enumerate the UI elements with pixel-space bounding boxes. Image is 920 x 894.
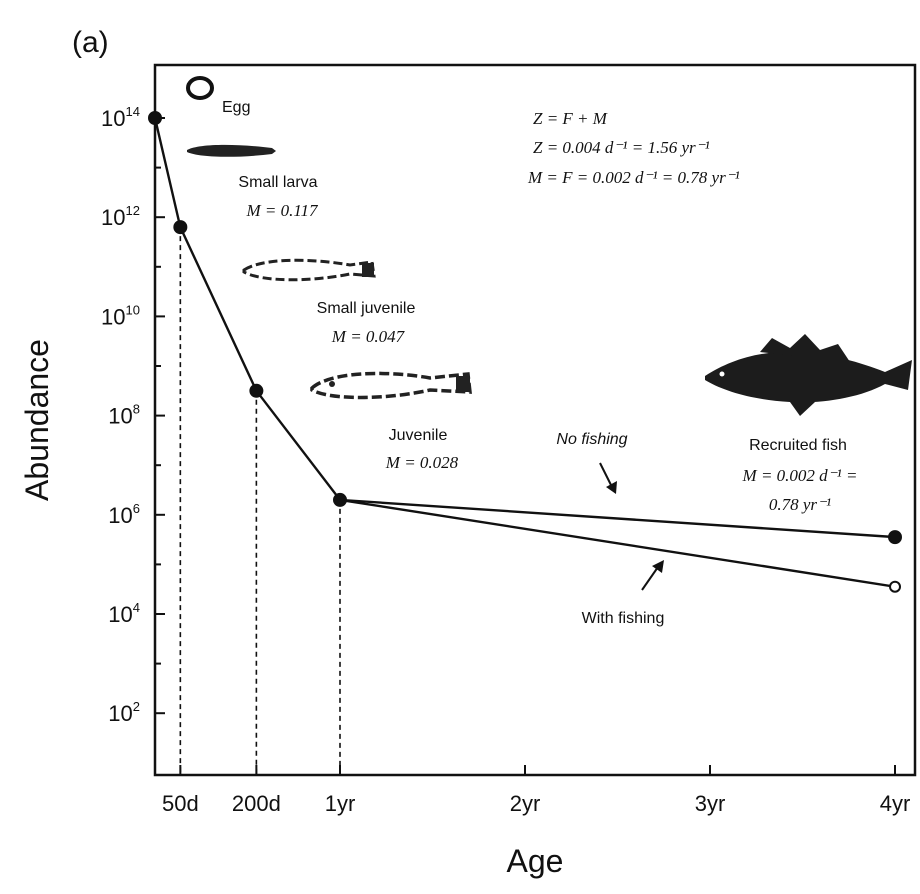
data-point-0-2	[249, 383, 264, 398]
data-point-0-3	[333, 492, 347, 507]
equation-3: M = F = 0.002 d⁻¹ = 0.78 yr⁻¹	[527, 168, 740, 187]
y-tick-label-4: 106	[108, 501, 140, 528]
with-fishing-label: With fishing	[582, 610, 665, 627]
small-juvenile-label: Small juvenile	[317, 300, 416, 317]
equation-2: Z = 0.004 d⁻¹ = 1.56 yr⁻¹	[533, 138, 710, 157]
x-tick-label-1: 200d	[232, 791, 281, 816]
small-larva-mortality: M = 0.117	[245, 201, 319, 220]
recruited-fish-icon	[705, 334, 912, 416]
data-point-0-0	[148, 111, 162, 125]
egg-label: Egg	[222, 99, 250, 116]
plot-frame	[153, 63, 917, 777]
x-tick-label-0: 50d	[162, 791, 199, 816]
juvenile-mortality: M = 0.028	[385, 453, 459, 472]
x-tick-label-5: 4yr	[880, 791, 911, 816]
y-tick-label-6: 102	[108, 699, 140, 726]
panel-label: (a)	[72, 26, 109, 59]
small-larva-icon	[187, 144, 276, 157]
y-axis: 1014 1012 1010 108 106 104 102	[101, 104, 165, 726]
small-juvenile-mortality: M = 0.047	[331, 327, 406, 346]
drop-lines	[179, 227, 341, 775]
x-axis: 50d 200d 1yr 2yr 3yr 4yr	[162, 765, 910, 816]
series-line-1	[339, 498, 896, 588]
recruited-mortality-line2: 0.78 yr⁻¹	[769, 495, 831, 514]
y-tick-label-2: 1010	[101, 302, 140, 329]
y-tick-label-1: 1012	[101, 203, 140, 230]
data-point-0-4	[888, 530, 902, 545]
series-group	[148, 111, 902, 593]
no-fishing-arrow	[599, 462, 617, 494]
equation-1: Z = F + M	[533, 109, 608, 128]
x-tick-label-4: 3yr	[695, 791, 726, 816]
juvenile-icon	[310, 371, 472, 400]
y-tick-label-3: 108	[108, 402, 140, 429]
egg-icon	[186, 76, 214, 100]
no-fishing-label: No fishing	[556, 431, 627, 448]
x-axis-title: Age	[507, 843, 564, 879]
data-point-0-1	[173, 220, 188, 235]
with-fishing-arrow	[641, 560, 664, 591]
x-tick-label-2: 1yr	[325, 791, 356, 816]
recruited-mortality-line1: M = 0.002 d⁻¹ =	[742, 466, 858, 485]
recruited-fish-label: Recruited fish	[749, 437, 847, 454]
juvenile-label: Juvenile	[389, 427, 448, 444]
y-tick-label-5: 104	[108, 600, 140, 627]
x-tick-label-3: 2yr	[510, 791, 541, 816]
data-point-1-1	[889, 580, 901, 593]
small-juvenile-icon	[242, 258, 376, 282]
small-larva-label: Small larva	[238, 174, 317, 191]
y-tick-label-0: 1014	[101, 104, 140, 131]
y-axis-title: Abundance	[19, 339, 55, 501]
